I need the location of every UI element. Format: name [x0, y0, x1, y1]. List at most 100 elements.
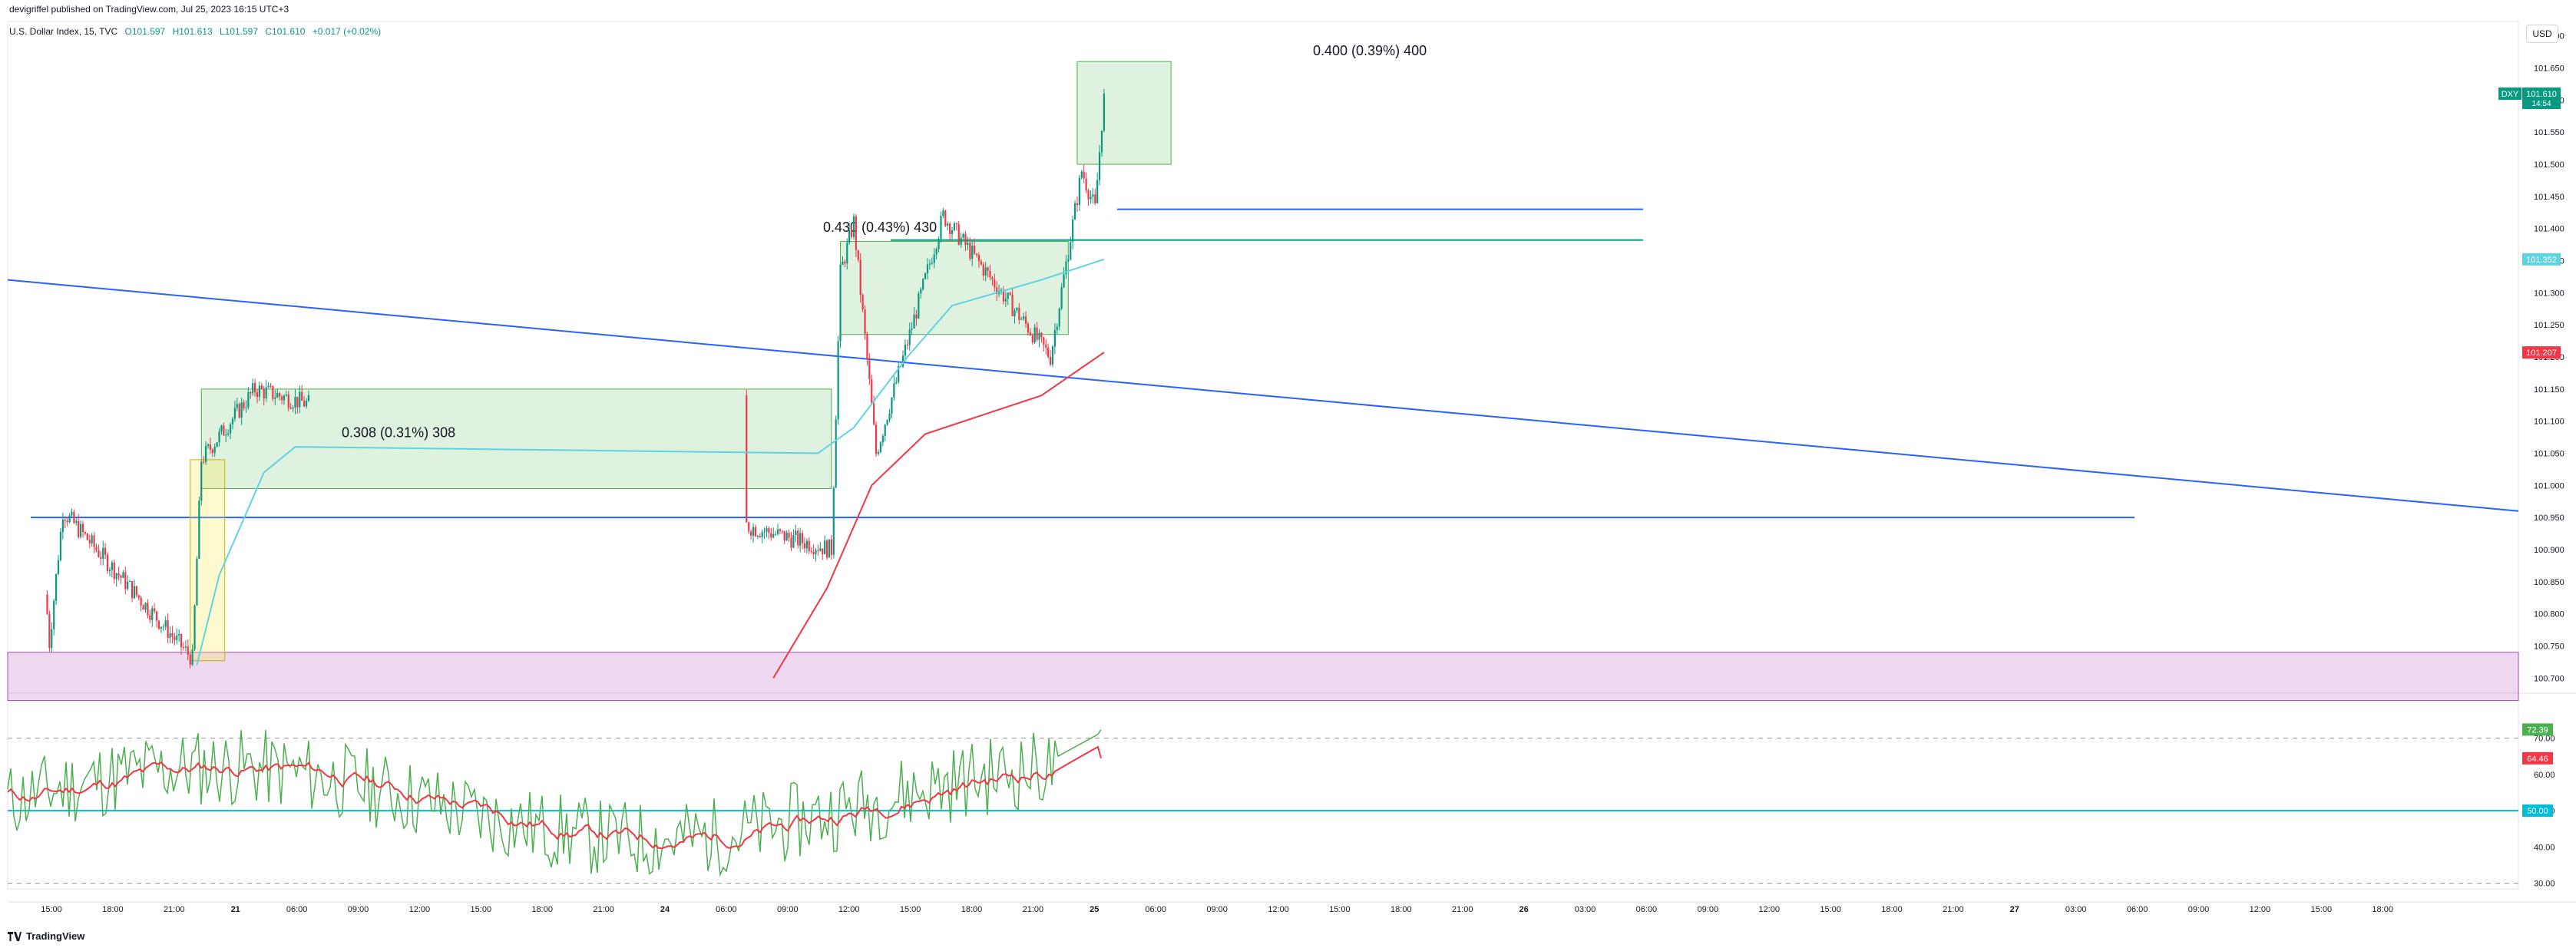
- candle-body: [852, 216, 855, 237]
- candle-body: [100, 557, 102, 559]
- candle-body: [766, 528, 768, 532]
- time-tick-label: 12:00: [838, 905, 860, 914]
- candle-body: [781, 530, 783, 532]
- rsi-badge-bg: [2522, 723, 2553, 736]
- candle-body: [305, 401, 308, 407]
- candle-body: [104, 547, 107, 555]
- candle-body: [825, 540, 828, 558]
- candle-body: [783, 530, 785, 541]
- time-tick-label: 21: [231, 905, 240, 914]
- candle-body: [991, 277, 994, 279]
- candle-body: [263, 388, 265, 399]
- candle-body: [886, 420, 888, 425]
- rsi-badge: 50.00: [2522, 804, 2553, 818]
- ohlc-low: L101.597: [219, 26, 259, 37]
- price-tick-label: 101.150: [2534, 385, 2564, 395]
- candle-body: [75, 520, 78, 524]
- price-tick-label: 100.750: [2534, 642, 2564, 651]
- time-tick-label: 15:00: [900, 905, 921, 914]
- candle-body: [846, 243, 848, 264]
- candle-body: [1087, 190, 1090, 200]
- candle-body: [55, 573, 58, 601]
- candle-body: [1063, 274, 1065, 288]
- candle-body: [243, 402, 245, 408]
- candle-body: [218, 431, 220, 443]
- candle-body: [884, 424, 886, 436]
- candle-body: [198, 500, 200, 559]
- candle-body: [964, 233, 967, 246]
- candle-body: [252, 383, 254, 394]
- candle-body: [785, 533, 788, 541]
- candle-body: [1033, 327, 1036, 343]
- candle-body: [759, 536, 761, 537]
- candle-body: [1053, 330, 1056, 347]
- candle-body: [1096, 180, 1099, 203]
- candle-body: [949, 223, 951, 234]
- symbol-name: U.S. Dollar Index, 15, TVC: [9, 26, 118, 37]
- candle-body: [191, 649, 193, 666]
- candle-body: [864, 309, 866, 334]
- price-tick-label: 100.800: [2534, 610, 2564, 619]
- ohlc-open: O101.597: [124, 26, 166, 37]
- candle-body: [937, 239, 940, 249]
- candle-body: [122, 572, 124, 578]
- candle-body: [167, 620, 169, 639]
- candles: [46, 88, 1105, 669]
- candle-body: [922, 279, 924, 289]
- symbol-tag-text: DXY: [2502, 90, 2519, 99]
- candle-body: [95, 547, 98, 550]
- price-tick-label: 100.950: [2534, 514, 2564, 523]
- candle-body: [117, 573, 120, 576]
- candle-body: [955, 223, 957, 225]
- time-tick-label: 09:00: [1698, 905, 1719, 914]
- time-tick-label: 24: [660, 905, 670, 914]
- candle-body: [868, 359, 871, 379]
- candle-body: [799, 533, 802, 546]
- candle-body: [73, 511, 75, 524]
- candle-body: [761, 532, 763, 537]
- candle-body: [928, 263, 931, 265]
- candle-body: [987, 267, 989, 271]
- candle-body: [129, 580, 131, 582]
- candle-body: [171, 633, 174, 637]
- candle-body: [935, 249, 937, 255]
- candle-body: [135, 586, 137, 596]
- price-tick-label: 101.300: [2534, 289, 2564, 298]
- candle-body: [157, 620, 160, 629]
- candle-body: [857, 249, 859, 260]
- candle-body: [844, 261, 846, 264]
- time-tick-label: 09:00: [2188, 905, 2210, 914]
- candle-body: [88, 540, 91, 543]
- candle-body: [223, 425, 225, 436]
- candle-body: [819, 548, 822, 551]
- candle-body: [51, 629, 53, 649]
- candle-body: [940, 216, 942, 239]
- candle-body: [969, 243, 971, 259]
- candle-body: [1004, 299, 1007, 302]
- candle-body: [1094, 194, 1096, 203]
- candle-body: [1083, 171, 1085, 179]
- candle-body: [984, 267, 987, 276]
- price-tick-label: 101.500: [2534, 160, 2564, 170]
- candle-body: [46, 594, 48, 614]
- candle-body: [1018, 308, 1020, 320]
- candle-body: [289, 408, 292, 409]
- candle-body: [888, 413, 891, 421]
- currency-button[interactable]: USD: [2526, 25, 2558, 43]
- time-tick-label: 09:00: [777, 905, 799, 914]
- rsi-badge-bg: [2522, 804, 2553, 818]
- candle-body: [207, 444, 210, 446]
- candle-body: [893, 383, 895, 398]
- candle-body: [875, 424, 878, 454]
- support-zone: [7, 652, 2519, 702]
- candle-body: [113, 562, 115, 580]
- candle-body: [797, 530, 799, 546]
- candle-body: [915, 314, 918, 319]
- candle-body: [80, 524, 82, 537]
- rsi-badge: 64.46: [2522, 751, 2553, 765]
- tradingview-footer: TradingView: [8, 930, 84, 942]
- candle-body: [160, 626, 162, 629]
- candle-body: [996, 287, 998, 295]
- candle-body: [86, 533, 88, 540]
